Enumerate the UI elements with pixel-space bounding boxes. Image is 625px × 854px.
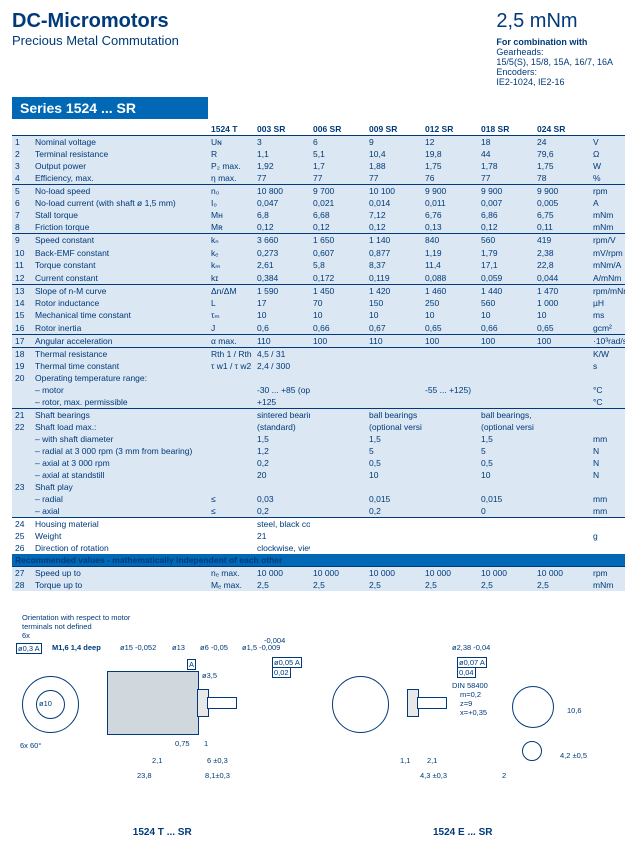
tolA: A: [187, 659, 196, 670]
label-left: 1524 T ... SR: [12, 827, 313, 838]
din: DIN 58400: [452, 681, 488, 690]
l60: 6x 60°: [20, 741, 41, 750]
l075: 0,75: [175, 739, 190, 748]
l21: 2,1: [152, 756, 162, 765]
l11: 1,1: [400, 756, 410, 765]
title: DC-Micromotors: [12, 10, 179, 33]
d238: ø2,38 -0,04: [452, 643, 490, 652]
table-row: – motor-30 ... +85 (optional version-55 …: [12, 384, 625, 396]
table-row: 25Weight21g: [12, 530, 625, 542]
table-row: – radial at 3 000 rpm (3 mm from bearing…: [12, 445, 625, 457]
front-circle: [332, 676, 389, 733]
l42: 4,2 ±0,5: [560, 751, 587, 760]
m16: M1,6 1,4 deep: [52, 643, 101, 652]
table-row: – axial at 3 000 rpm0,20,50,5N: [12, 457, 625, 469]
orient-note3: 6x: [22, 631, 30, 640]
table-row: 5No-load speedn₀10 8009 70010 1009 9009 …: [12, 185, 625, 198]
table-row: 15Mechanical time constantτₘ101010101010…: [12, 309, 625, 322]
tol5: 0,04: [457, 667, 476, 678]
d3_5: ø3,5: [202, 671, 217, 680]
l21b: 2,1: [427, 756, 437, 765]
gearheads-label: Gearheads:: [496, 47, 613, 57]
table-row: 8Friction torqueMʀ0,120,120,120,130,120,…: [12, 221, 625, 234]
l43: 4,3 ±0,3: [420, 771, 447, 780]
motor-body: [107, 671, 199, 735]
label-right: 1524 E ... SR: [313, 827, 614, 838]
table-row: 18Thermal resistanceRth 1 / Rth 24,5 / 3…: [12, 348, 625, 361]
table-row: – with shaft diameter1,51,51,5mm: [12, 433, 625, 445]
tol3: 0,02: [272, 667, 291, 678]
m02: m=0,2: [460, 690, 481, 699]
l81: 8,1±0,3: [205, 771, 230, 780]
d6: ø6 -0,05: [200, 643, 228, 652]
table-row: 3Output powerP₂ max.1,921,71,881,751,781…: [12, 160, 625, 172]
table-row: – radial≤0,030,0150,015mm: [12, 493, 625, 505]
table-row: 6No-load current (with shaft ø 1,5 mm)I₀…: [12, 197, 625, 209]
table-row: 13Slope of n-M curveΔn/ΔM1 5901 4501 420…: [12, 285, 625, 298]
gear-circle: [512, 686, 554, 728]
table-row: – axial≤0,20,20mm: [12, 505, 625, 518]
table-row: 16Rotor inertiaJ0,60,660,670,650,660,65g…: [12, 322, 625, 335]
encoders: IE2-1024, IE2-16: [496, 77, 613, 87]
d13: ø13: [172, 643, 185, 652]
table-row: 4Efficiency, max.η max.777777767778%: [12, 172, 625, 185]
table-row: 27Speed up tonₑ max.10 00010 00010 00010…: [12, 567, 625, 580]
table-row: 22Shaft load max.:(standard)(optional ve…: [12, 421, 625, 433]
x0: x=+0,35: [460, 708, 487, 717]
header: DC-Micromotors Precious Metal Commutatio…: [12, 10, 613, 87]
table-row: 10Back-EMF constantkₑ0,2730,6070,8771,19…: [12, 247, 625, 259]
shaft2: [417, 697, 447, 709]
table-row: 23Shaft play: [12, 481, 625, 493]
rec-bar: Recommended values - mathematically inde…: [12, 554, 625, 567]
table-row: 9Speed constantkₙ3 6601 6501 14084056041…: [12, 234, 625, 248]
table-row: 17Angular accelerationα max.110100110100…: [12, 335, 625, 348]
l106: 10,6: [567, 706, 582, 715]
table-row: 19Thermal time constantτ w1 / τ w22,4 / …: [12, 360, 625, 372]
table-row: 7Stall torqueMʜ6,86,687,126,766,866,75mN…: [12, 209, 625, 221]
l6: 6 ±0,3: [207, 756, 228, 765]
z9: z=9: [460, 699, 472, 708]
orient-note1: Orientation with respect to motor: [22, 613, 130, 622]
d15: ø15 -0,052: [120, 643, 156, 652]
d10: ø10: [39, 699, 52, 708]
table-row: – axial at standstill201010N: [12, 469, 625, 481]
subtitle: Precious Metal Commutation: [12, 33, 179, 48]
table-row: 11Torque constantkₘ2,615,88,3711,417,122…: [12, 259, 625, 272]
tol1: ø0,3 A: [16, 643, 42, 654]
table-row: 26Direction of rotationclockwise, viewed…: [12, 542, 625, 554]
table-row: 28Torque up toMₑ max.2,52,52,52,52,52,5m…: [12, 579, 625, 591]
combo-label: For combination with: [496, 37, 613, 47]
table-row: 20Operating temperature range:: [12, 372, 625, 384]
table-row: 2Terminal resistanceR1,15,110,419,84479,…: [12, 148, 625, 160]
d1_5t: -0,004: [264, 636, 285, 645]
table-row: – rotor, max. permissible +125°C: [12, 396, 625, 409]
l2: 2: [502, 771, 506, 780]
series-bar: Series 1524 ... SR: [12, 97, 208, 119]
table-row: 24Housing materialsteel, black coated: [12, 518, 625, 531]
gear: [522, 741, 542, 761]
tech-drawing: Orientation with respect to motor termin…: [12, 611, 613, 821]
l1: 1: [204, 739, 208, 748]
table-row: 21Shaft bearingssintered bearingsball be…: [12, 409, 625, 422]
motor-shaft: [207, 697, 237, 709]
encoders-label: Encoders:: [496, 67, 613, 77]
orient-note2: terminals not defined: [22, 622, 92, 631]
table-row: 12Current constantkɪ0,3840,1720,1190,088…: [12, 272, 625, 285]
spec-table: 1524 T003 SR006 SR009 SR012 SR018 SR024 …: [12, 123, 625, 591]
l238: 23,8: [137, 771, 152, 780]
torque: 2,5 mNm: [496, 10, 613, 33]
table-row: 14Rotor inductanceL17701502505601 000µH: [12, 297, 625, 309]
gearheads: 15/5(S), 15/8, 15A, 16/7, 16A: [496, 57, 613, 67]
table-row: 1Nominal voltageUɴ369121824V: [12, 136, 625, 149]
